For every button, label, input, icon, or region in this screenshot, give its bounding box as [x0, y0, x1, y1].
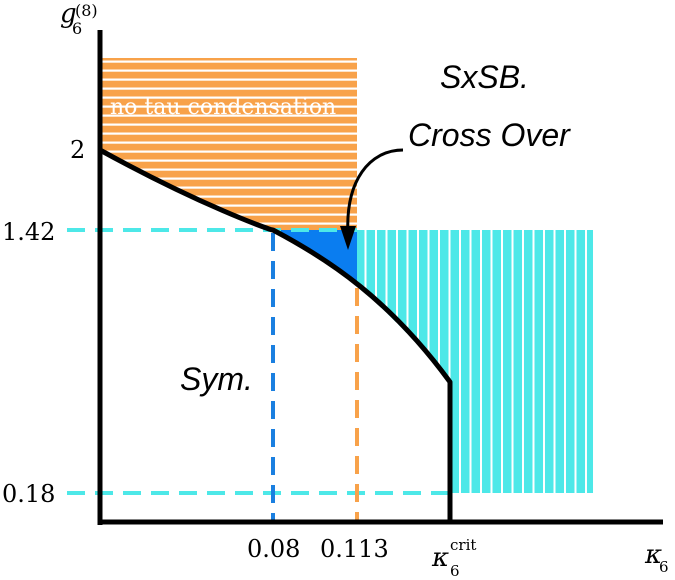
x-tick-0-08: 0.08 — [247, 535, 300, 563]
phase-boundary-curve — [98, 147, 453, 522]
sxsb-label: SxSB. — [440, 59, 529, 95]
cross-over-arrow — [346, 148, 404, 236]
x-axis-label-sub: 6 — [659, 558, 669, 576]
sym-label: Sym. — [180, 361, 253, 397]
x-tick-0-113: 0.113 — [320, 535, 389, 563]
y-axis-label-sub: 6 — [72, 19, 82, 38]
x-axis-label: κ — [644, 540, 662, 570]
x-tick-kappa-crit-sub: 6 — [450, 562, 460, 580]
y-tick-1-42: 1.42 — [2, 218, 55, 246]
y-axis-label-sup: (8) — [75, 1, 98, 20]
y-tick-0-18: 0.18 — [2, 480, 55, 508]
sxsb-region — [357, 230, 593, 493]
no-tau-condensation-region — [100, 58, 357, 230]
cross-over-label: Cross Over — [408, 117, 571, 153]
cross-over-region — [273, 230, 357, 286]
y-axis-label: g — [60, 0, 77, 29]
x-tick-kappa-crit: κ — [431, 543, 449, 573]
no-tau-label: no tau condensation — [110, 95, 336, 120]
x-tick-kappa-crit-sup: crit — [450, 536, 476, 554]
arrow-head-icon — [340, 226, 356, 250]
y-tick-2: 2 — [70, 136, 85, 164]
